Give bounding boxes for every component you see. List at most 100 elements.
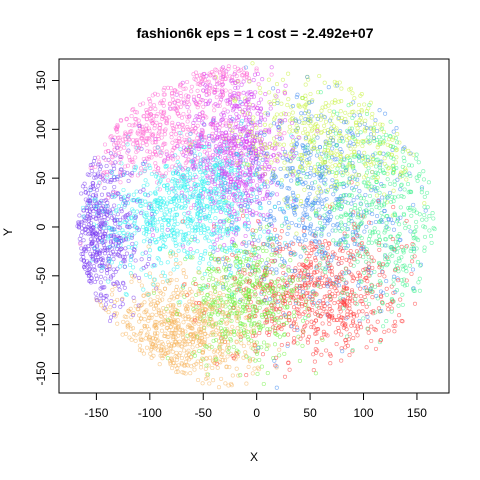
data-point	[398, 187, 403, 192]
data-point	[417, 172, 422, 177]
data-point	[127, 224, 132, 229]
data-point	[363, 192, 368, 198]
data-point	[234, 315, 239, 320]
data-point	[333, 127, 338, 132]
data-point	[98, 292, 103, 297]
data-point	[300, 333, 305, 338]
data-point	[358, 286, 363, 291]
data-point	[230, 237, 235, 242]
data-point	[321, 249, 326, 254]
data-point	[341, 271, 346, 276]
data-point	[192, 172, 197, 177]
data-point	[419, 187, 424, 192]
data-point	[350, 115, 355, 121]
data-point	[202, 311, 207, 316]
data-point	[198, 188, 203, 194]
data-point	[316, 300, 321, 305]
data-point	[265, 212, 270, 217]
data-point	[238, 274, 243, 279]
data-point	[200, 276, 205, 281]
data-point	[178, 351, 183, 356]
data-point	[161, 306, 166, 311]
data-point	[197, 309, 202, 314]
data-point	[356, 213, 361, 218]
data-point	[358, 294, 363, 299]
data-point	[170, 228, 175, 233]
data-point	[288, 301, 293, 306]
data-point	[382, 161, 387, 166]
data-point	[368, 132, 374, 137]
data-point	[283, 174, 288, 179]
data-point	[175, 171, 180, 176]
data-point	[391, 227, 397, 232]
data-point	[326, 85, 331, 90]
data-point	[103, 302, 108, 307]
data-point	[77, 236, 82, 241]
data-point	[83, 266, 88, 271]
data-point	[274, 365, 279, 370]
data-point	[330, 164, 335, 169]
data-point	[125, 170, 130, 175]
data-point	[373, 328, 378, 333]
data-point	[160, 279, 165, 285]
data-point	[251, 115, 256, 120]
data-point	[298, 254, 303, 259]
data-point	[153, 164, 159, 169]
data-point	[107, 318, 113, 324]
data-point	[162, 237, 167, 243]
data-point	[279, 136, 284, 141]
data-point	[355, 195, 360, 200]
data-point	[133, 333, 138, 338]
data-point	[225, 320, 230, 325]
data-point	[332, 294, 337, 299]
data-point	[234, 111, 239, 117]
data-point	[306, 162, 311, 167]
data-point	[199, 324, 204, 329]
data-point	[219, 180, 224, 185]
data-point	[112, 281, 117, 287]
data-point	[395, 276, 400, 281]
data-point	[241, 66, 246, 71]
data-point	[296, 238, 301, 243]
data-point	[219, 166, 224, 171]
data-point	[373, 118, 378, 123]
data-point	[207, 192, 212, 197]
data-point	[154, 114, 159, 119]
data-point	[161, 244, 166, 249]
data-point	[369, 338, 374, 344]
data-point	[122, 255, 127, 260]
data-point	[286, 332, 291, 337]
data-point	[265, 184, 270, 189]
data-point	[167, 342, 172, 347]
data-point	[322, 150, 327, 155]
data-point	[320, 272, 325, 277]
data-point	[221, 286, 226, 291]
data-point	[397, 231, 402, 237]
data-point	[306, 77, 311, 82]
data-point	[152, 103, 157, 108]
data-point	[302, 278, 307, 283]
data-point	[186, 184, 191, 189]
data-point	[254, 308, 259, 313]
data-point	[256, 284, 261, 289]
data-point	[231, 95, 236, 100]
data-point	[175, 290, 180, 295]
data-point	[204, 180, 209, 186]
data-point	[385, 177, 390, 182]
data-point	[364, 224, 369, 229]
data-point	[147, 97, 152, 102]
data-point	[254, 138, 259, 143]
data-point	[348, 262, 353, 267]
data-point	[282, 152, 287, 157]
data-point	[240, 72, 245, 77]
data-point	[111, 138, 116, 143]
data-point	[301, 228, 306, 233]
data-point	[215, 103, 220, 108]
data-point	[292, 252, 297, 257]
data-point	[343, 338, 348, 343]
data-point	[137, 332, 142, 337]
data-point	[321, 329, 326, 334]
data-point	[261, 213, 266, 218]
data-point	[216, 385, 222, 390]
data-point	[299, 165, 304, 170]
